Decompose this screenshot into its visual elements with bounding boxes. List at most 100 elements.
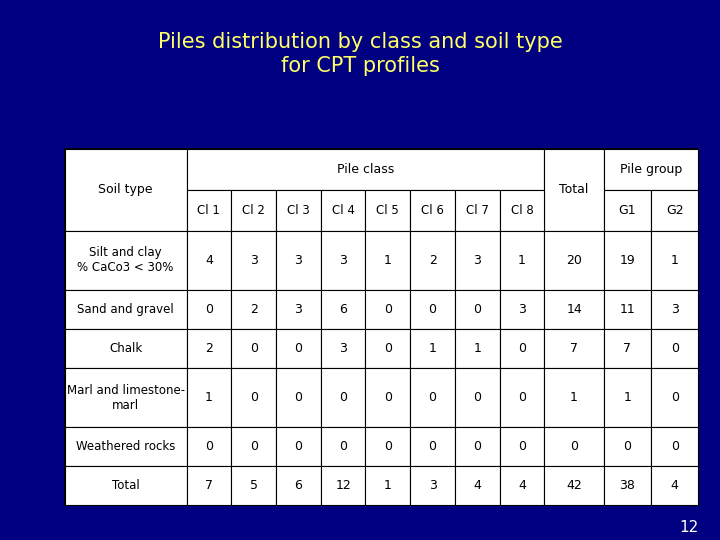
Bar	[651, 190, 698, 231]
Bar	[651, 290, 698, 329]
Text: 0: 0	[671, 440, 679, 453]
Text: Cl 1: Cl 1	[197, 204, 220, 217]
Text: G2: G2	[666, 204, 683, 217]
Bar	[455, 290, 500, 329]
Bar	[455, 190, 500, 231]
Text: 0: 0	[384, 342, 392, 355]
Text: 2: 2	[205, 342, 213, 355]
Bar	[500, 190, 544, 231]
Text: Cl 2: Cl 2	[242, 204, 265, 217]
Bar	[65, 329, 186, 368]
Bar	[544, 329, 603, 368]
Text: 3: 3	[518, 303, 526, 316]
Bar	[186, 427, 231, 466]
Bar	[500, 231, 544, 290]
Bar	[366, 329, 410, 368]
Bar	[651, 427, 698, 466]
Text: 42: 42	[566, 479, 582, 492]
Bar	[276, 368, 320, 427]
Bar	[320, 190, 366, 231]
Text: 1: 1	[428, 342, 436, 355]
Text: Cl 5: Cl 5	[377, 204, 399, 217]
Text: 3: 3	[671, 303, 679, 316]
Bar	[455, 329, 500, 368]
Bar	[651, 368, 698, 427]
Text: Marl and limestone-
marl: Marl and limestone- marl	[66, 383, 185, 411]
Text: 0: 0	[518, 391, 526, 404]
Text: 7: 7	[570, 342, 578, 355]
Bar	[410, 190, 455, 231]
Text: 0: 0	[570, 440, 578, 453]
Text: 3: 3	[428, 479, 436, 492]
Text: 5: 5	[250, 479, 258, 492]
Text: Total: Total	[112, 479, 140, 492]
Text: 0: 0	[473, 440, 482, 453]
Text: Pile group: Pile group	[620, 163, 682, 176]
Text: 0: 0	[250, 391, 258, 404]
Text: 0: 0	[339, 440, 347, 453]
Text: Cl 8: Cl 8	[510, 204, 534, 217]
Text: 0: 0	[250, 342, 258, 355]
Bar	[231, 190, 276, 231]
Text: Weathered rocks: Weathered rocks	[76, 440, 176, 453]
Text: 0: 0	[671, 342, 679, 355]
Bar	[544, 466, 603, 505]
Text: 7: 7	[205, 479, 213, 492]
Bar	[603, 290, 651, 329]
Bar	[231, 368, 276, 427]
Text: 2: 2	[250, 303, 258, 316]
Text: 14: 14	[566, 303, 582, 316]
Text: 4: 4	[473, 479, 481, 492]
Bar	[186, 231, 231, 290]
Bar	[366, 231, 410, 290]
Text: Piles distribution by class and soil type
for CPT profiles: Piles distribution by class and soil typ…	[158, 32, 562, 76]
Bar	[186, 329, 231, 368]
Bar	[500, 466, 544, 505]
Text: 12: 12	[679, 519, 698, 535]
Bar	[186, 190, 231, 231]
Bar	[186, 290, 231, 329]
Bar	[65, 427, 186, 466]
Text: 3: 3	[473, 254, 481, 267]
Bar	[320, 231, 366, 290]
Text: 0: 0	[473, 391, 482, 404]
Text: 0: 0	[384, 440, 392, 453]
Bar	[320, 329, 366, 368]
Text: Chalk: Chalk	[109, 342, 143, 355]
Text: 6: 6	[294, 479, 302, 492]
Bar	[276, 190, 320, 231]
Text: 4: 4	[671, 479, 679, 492]
Text: 1: 1	[473, 342, 481, 355]
Bar	[366, 427, 410, 466]
Text: 0: 0	[384, 391, 392, 404]
Bar	[455, 466, 500, 505]
Text: 0: 0	[339, 391, 347, 404]
Text: 1: 1	[384, 479, 392, 492]
Text: 1: 1	[671, 254, 679, 267]
Bar	[544, 148, 603, 231]
Text: 0: 0	[671, 391, 679, 404]
Bar	[186, 368, 231, 427]
Bar	[500, 427, 544, 466]
Text: 38: 38	[619, 479, 635, 492]
Text: 3: 3	[250, 254, 258, 267]
Bar	[65, 290, 186, 329]
Bar	[410, 427, 455, 466]
Text: 12: 12	[336, 479, 351, 492]
Text: 0: 0	[205, 303, 213, 316]
Bar	[231, 427, 276, 466]
Text: Silt and clay
% CaCo3 < 30%: Silt and clay % CaCo3 < 30%	[78, 246, 174, 274]
Bar	[65, 148, 698, 505]
Text: 0: 0	[294, 440, 302, 453]
Text: Cl 7: Cl 7	[466, 204, 489, 217]
Bar	[603, 231, 651, 290]
Bar	[603, 427, 651, 466]
Bar	[500, 329, 544, 368]
Text: 4: 4	[518, 479, 526, 492]
Text: 0: 0	[428, 391, 436, 404]
Bar	[544, 231, 603, 290]
Text: 1: 1	[624, 391, 631, 404]
Bar	[455, 427, 500, 466]
Bar	[276, 466, 320, 505]
Text: 1: 1	[570, 391, 578, 404]
